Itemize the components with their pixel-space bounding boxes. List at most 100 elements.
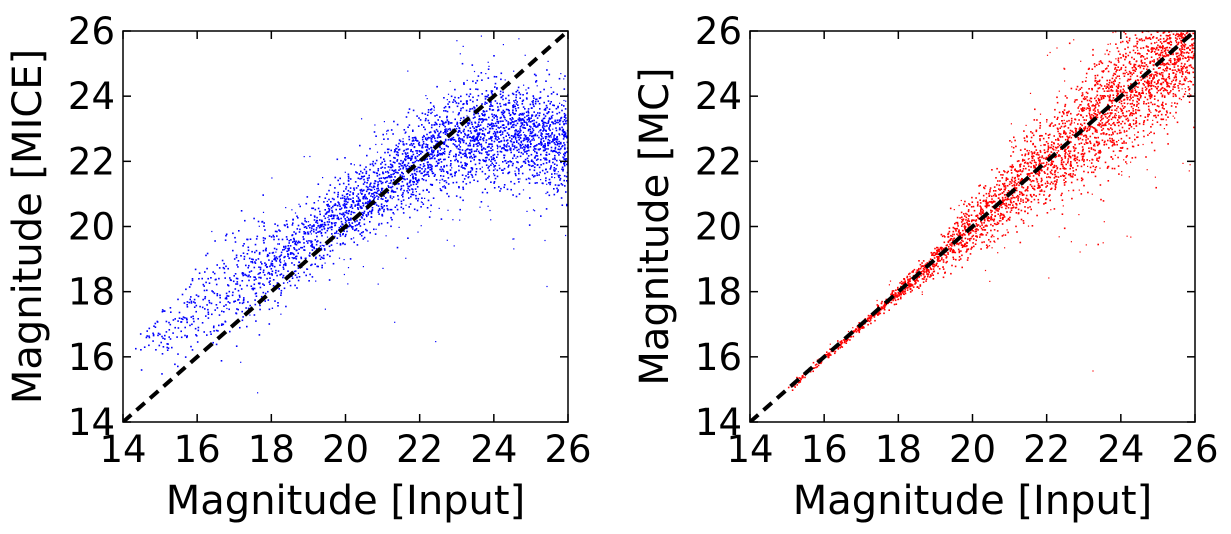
data-point (447, 121, 450, 123)
data-point (376, 185, 379, 187)
data-point (286, 238, 288, 241)
data-point (285, 236, 288, 238)
data-point (410, 159, 412, 161)
data-point (444, 158, 446, 161)
data-point (508, 112, 511, 114)
data-point (549, 125, 551, 127)
data-point (1056, 179, 1058, 181)
data-point (478, 159, 480, 161)
data-point (466, 136, 469, 139)
data-point (538, 174, 540, 176)
data-point (390, 176, 393, 178)
data-point (389, 208, 392, 211)
data-point (227, 284, 230, 287)
data-point (293, 270, 296, 273)
data-point (1014, 139, 1016, 142)
data-point (282, 274, 285, 277)
data-point (922, 260, 925, 262)
data-point (361, 207, 363, 209)
data-point (945, 256, 948, 258)
data-point (967, 223, 970, 226)
data-point (923, 278, 925, 280)
data-point (349, 191, 352, 193)
data-point (350, 211, 353, 213)
data-point (400, 200, 403, 203)
data-point (373, 228, 375, 231)
data-point (417, 197, 420, 200)
data-point (320, 256, 323, 259)
data-point (222, 323, 225, 326)
data-point (334, 232, 336, 235)
data-point (526, 118, 529, 121)
data-point (224, 321, 227, 323)
data-point (470, 121, 473, 124)
data-point (459, 119, 461, 121)
data-point (500, 111, 503, 114)
data-point (316, 219, 319, 222)
data-point (536, 85, 538, 87)
data-point (372, 171, 375, 173)
data-point (427, 165, 430, 167)
data-point (1011, 164, 1014, 166)
data-point (1182, 66, 1184, 69)
data-point (505, 146, 508, 148)
data-point (340, 197, 342, 200)
data-point (534, 100, 537, 103)
data-point (539, 91, 542, 93)
data-point (241, 319, 244, 322)
data-point (477, 75, 480, 77)
data-point (186, 301, 189, 303)
data-point (327, 203, 329, 206)
data-point (855, 329, 857, 331)
data-point (564, 133, 567, 136)
data-point (321, 244, 323, 246)
data-point (418, 144, 420, 146)
data-point (467, 144, 470, 147)
data-point (429, 153, 432, 155)
data-point (1143, 120, 1146, 122)
data-point (249, 276, 252, 278)
data-point (430, 108, 433, 110)
data-point (154, 326, 157, 328)
data-point (501, 133, 504, 135)
data-point (404, 155, 407, 158)
data-point (554, 169, 556, 172)
data-point (1079, 88, 1081, 90)
data-point (386, 133, 388, 135)
data-point (1129, 51, 1131, 54)
data-point (458, 169, 460, 172)
data-point (505, 119, 508, 122)
data-point (964, 229, 967, 231)
data-point (458, 112, 460, 114)
data-point (1094, 74, 1097, 77)
data-point (469, 171, 472, 173)
data-point (518, 193, 521, 195)
data-point (346, 220, 348, 222)
data-point (333, 191, 336, 194)
data-point (1094, 97, 1096, 100)
data-point (919, 267, 922, 270)
data-point (493, 182, 495, 184)
data-point (218, 267, 221, 269)
data-point (1121, 40, 1124, 43)
data-point (1166, 10, 1168, 12)
data-point (974, 243, 977, 245)
data-point (205, 254, 207, 257)
data-point (543, 108, 546, 111)
data-point (252, 258, 254, 261)
data-point (526, 115, 528, 117)
data-point (1125, 130, 1128, 132)
data-point (487, 61, 489, 63)
data-point (254, 303, 257, 306)
data-point (1127, 84, 1130, 87)
data-point (531, 127, 534, 130)
data-point (389, 166, 392, 169)
data-point (1111, 109, 1113, 111)
data-point (349, 187, 352, 189)
data-point (926, 273, 928, 275)
data-point (545, 133, 548, 135)
data-point (538, 97, 541, 100)
data-point (1147, 115, 1149, 118)
data-point (1020, 209, 1023, 212)
data-point (273, 247, 276, 250)
